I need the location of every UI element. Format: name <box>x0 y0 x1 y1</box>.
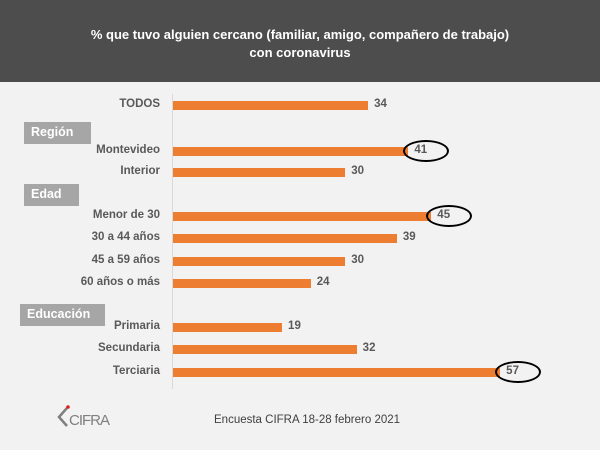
category-label: Montevideo <box>96 144 160 156</box>
bar <box>173 345 357 354</box>
bar <box>173 101 369 110</box>
cifra-logo: CIFRA <box>57 405 111 429</box>
category-label: Secundaria <box>98 342 160 354</box>
category-label: 60 años o más <box>80 276 160 288</box>
bar-chart: TODOS 34 Región Montevideo 41 Interior 30 Edad M… <box>0 82 600 400</box>
bar <box>173 234 397 243</box>
chart-title-line-1: % que tuvo alguien cercano (familiar, am… <box>90 27 510 42</box>
bar <box>173 147 409 156</box>
category-label: 30 a 44 años <box>91 231 160 243</box>
bar <box>173 168 346 177</box>
bar <box>173 257 346 266</box>
group-label: Región <box>24 122 91 144</box>
data-label: 30 <box>351 165 364 177</box>
category-label: Menor de 30 <box>92 209 160 221</box>
highlight-ellipse <box>495 361 542 383</box>
data-label: 34 <box>374 98 387 110</box>
group-label: Edad <box>24 184 79 206</box>
group-label: Educación <box>20 304 105 326</box>
category-label: Interior <box>120 165 160 177</box>
data-label: 19 <box>288 320 301 332</box>
data-label: 39 <box>402 231 416 243</box>
y-axis-line <box>172 94 173 389</box>
chart-title: % que tuvo alguien cercano (familiar, am… <box>0 26 600 62</box>
category-label: Primaria <box>113 320 160 332</box>
highlight-ellipse <box>426 205 473 227</box>
bar <box>173 323 283 332</box>
bar <box>173 279 311 288</box>
source-note: Encuesta CIFRA 18-28 febrero 2021 <box>214 414 401 426</box>
highlight-ellipse <box>403 140 450 162</box>
chart-header: % que tuvo alguien cercano (familiar, am… <box>0 0 600 82</box>
bar <box>173 368 501 377</box>
chart-title-line-2: con coronavirus <box>249 45 351 60</box>
bar <box>173 212 432 221</box>
data-label: 24 <box>316 276 330 288</box>
category-label: Terciaria <box>112 365 160 377</box>
category-label: TODOS <box>119 98 160 110</box>
category-label: 45 a 59 años <box>91 254 160 266</box>
logo-text: CIFRA <box>69 412 110 429</box>
data-label: 30 <box>351 254 364 266</box>
data-label: 32 <box>362 342 376 354</box>
